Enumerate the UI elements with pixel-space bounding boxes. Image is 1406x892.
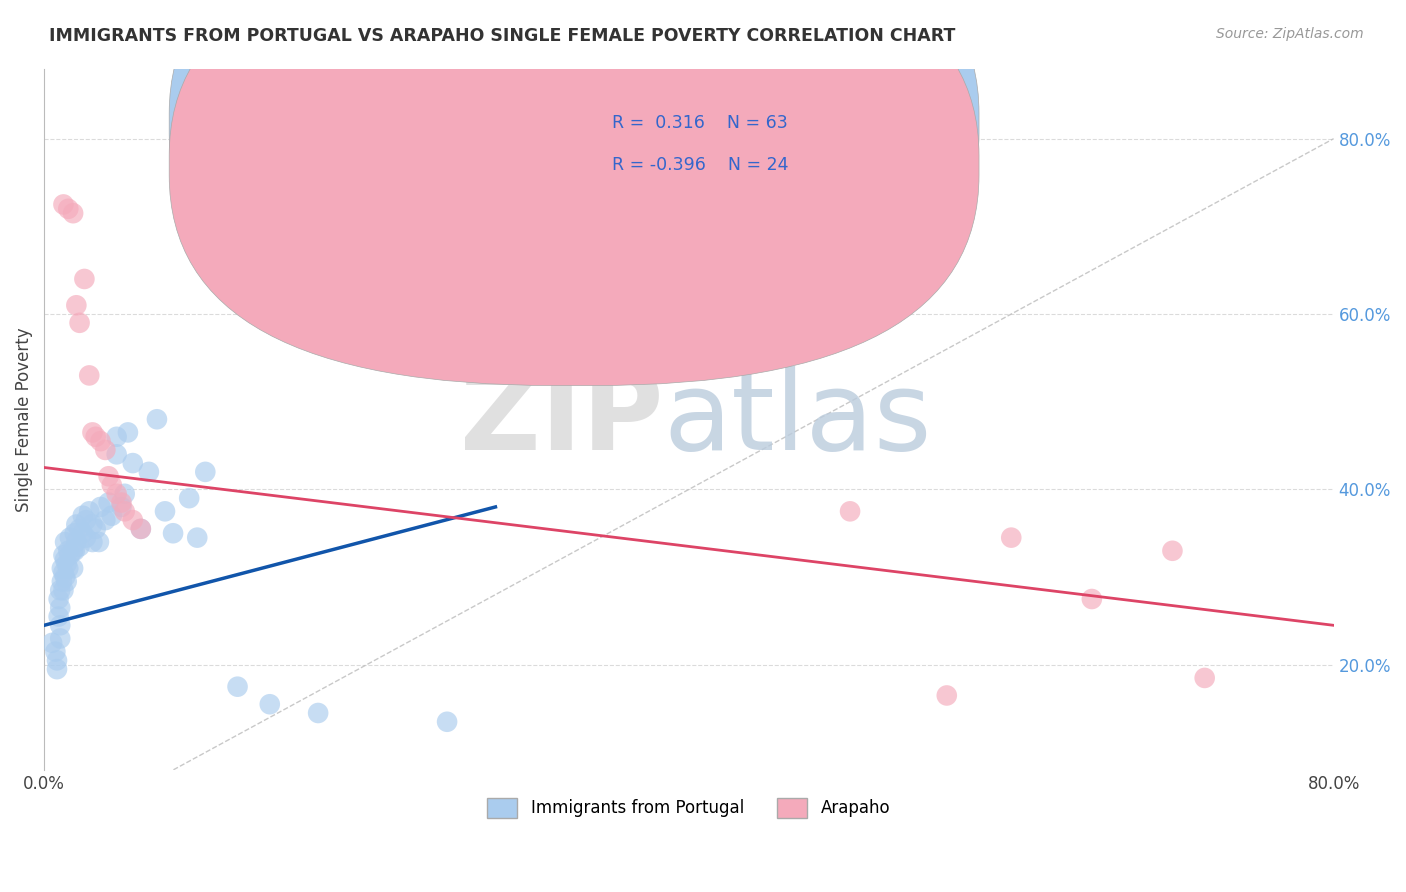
Point (49, 618, 72, 632)
Point (84, 430, 107, 444)
Point (935, 689, 957, 703)
Point (46, 653, 69, 667)
Point (110, 495, 132, 509)
Point (62, 561, 84, 575)
Point (194, 465, 217, 479)
Point (84, 522, 107, 536)
Point (94, 442, 117, 457)
Point (114, 504, 136, 518)
Point (58, 202, 80, 216)
Point (97, 495, 120, 509)
Point (138, 465, 160, 479)
Point (110, 500, 132, 514)
Text: R =  0.316    N = 63: R = 0.316 N = 63 (612, 114, 787, 132)
Point (49, 632, 72, 646)
Point (839, 504, 862, 518)
Point (105, 487, 128, 501)
Point (62, 206, 84, 220)
Point (65, 535, 87, 549)
Point (77, 504, 100, 518)
Point (129, 522, 152, 536)
Legend: Immigrants from Portugal, Arapaho: Immigrants from Portugal, Arapaho (481, 791, 897, 825)
Point (75, 513, 97, 527)
Point (52, 566, 75, 580)
Point (82, 535, 104, 549)
Point (259, 698, 281, 712)
Point (72, 526, 94, 541)
Point (101, 508, 124, 523)
Point (63, 526, 86, 541)
Point (97, 469, 120, 483)
Point (1081, 592, 1104, 607)
Point (53, 552, 76, 566)
Point (162, 526, 184, 541)
Text: Source: ZipAtlas.com: Source: ZipAtlas.com (1216, 27, 1364, 41)
Point (51, 574, 73, 589)
Point (59, 548, 82, 562)
Point (114, 487, 136, 501)
Text: R = -0.396    N = 24: R = -0.396 N = 24 (612, 156, 787, 174)
Point (89, 434, 111, 449)
Point (82, 425, 104, 440)
Point (82, 517, 104, 532)
Point (87, 535, 110, 549)
Point (48, 609, 70, 624)
Y-axis label: Single Female Poverty: Single Female Poverty (15, 327, 32, 512)
Point (186, 531, 208, 545)
Point (105, 447, 128, 461)
Point (105, 430, 128, 444)
Point (153, 504, 176, 518)
Point (48, 592, 70, 607)
Point (58, 543, 80, 558)
FancyBboxPatch shape (169, 0, 979, 343)
Text: ZIP: ZIP (460, 366, 664, 473)
Point (73, 272, 96, 286)
Point (117, 425, 139, 440)
Point (53, 535, 76, 549)
Point (77, 368, 100, 383)
Point (89, 500, 111, 514)
Point (53, 570, 76, 584)
Point (52, 583, 75, 598)
Point (69, 522, 91, 536)
Point (46, 662, 69, 676)
Point (65, 298, 87, 312)
Point (44, 645, 66, 659)
Point (75, 531, 97, 545)
FancyBboxPatch shape (169, 0, 979, 385)
Point (101, 478, 124, 492)
Point (1000, 531, 1022, 545)
Point (52, 197, 75, 211)
Point (63, 543, 86, 558)
Text: IMMIGRANTS FROM PORTUGAL VS ARAPAHO SINGLE FEMALE POVERTY CORRELATION CHART: IMMIGRANTS FROM PORTUGAL VS ARAPAHO SING… (49, 27, 956, 45)
Point (52, 548, 75, 562)
Point (69, 540, 91, 554)
Point (62, 543, 84, 558)
Point (65, 517, 87, 532)
Point (94, 513, 117, 527)
Point (49, 600, 72, 615)
Point (129, 522, 152, 536)
FancyBboxPatch shape (527, 83, 896, 205)
Point (1194, 671, 1216, 685)
Point (146, 412, 169, 426)
Point (55, 557, 77, 571)
Point (59, 531, 82, 545)
Point (69, 316, 91, 330)
Point (1161, 543, 1184, 558)
Point (49, 583, 72, 598)
Point (307, 706, 329, 720)
Point (121, 513, 143, 527)
Text: atlas: atlas (664, 366, 932, 473)
Point (55, 574, 77, 589)
Point (121, 456, 143, 470)
Point (226, 680, 249, 694)
Point (51, 561, 73, 575)
Point (72, 508, 94, 523)
Point (179, 491, 201, 505)
Point (41, 636, 63, 650)
Point (436, 714, 458, 729)
Point (58, 561, 80, 575)
